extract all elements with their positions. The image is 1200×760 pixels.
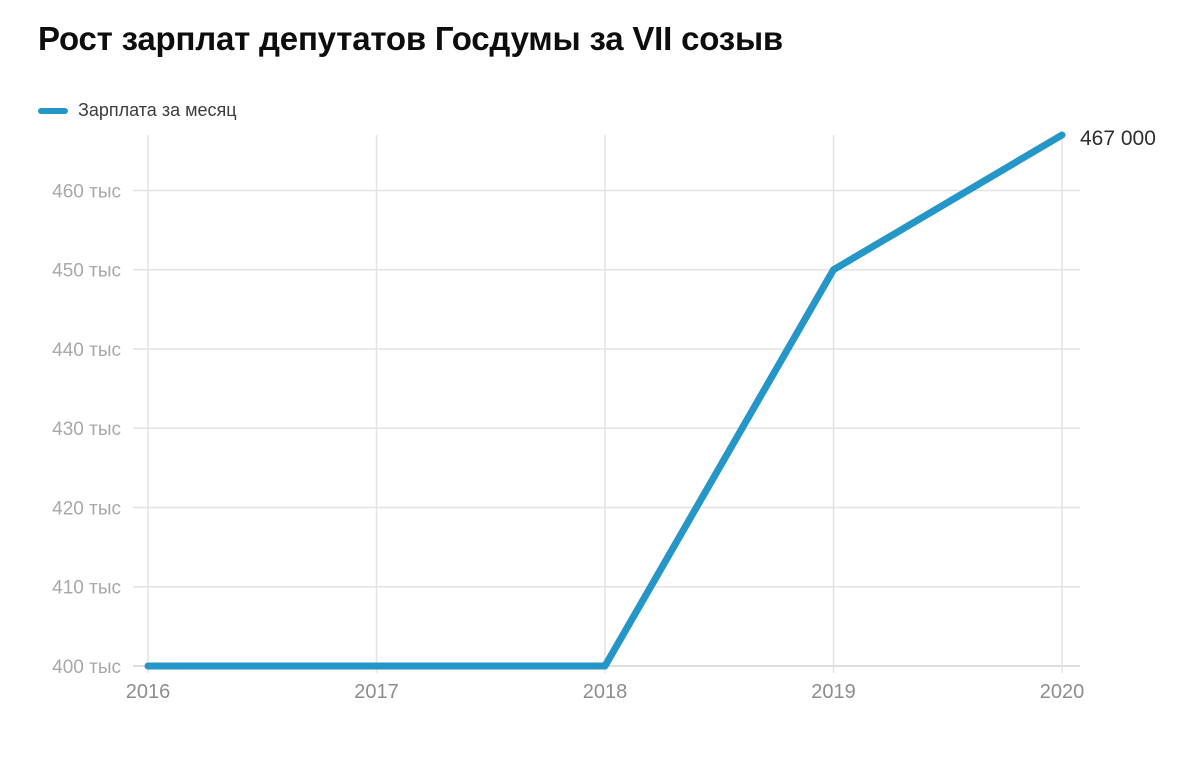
y-tick-label: 460 тыс [52,181,121,202]
y-tick-label: 420 тыс [52,498,121,519]
y-tick-label: 400 тыс [52,657,121,678]
legend-label: Зарплата за месяц [78,100,237,120]
end-value-label: 467 000 [1080,127,1156,150]
y-tick-label: 410 тыс [52,578,121,599]
y-tick-label: 440 тыс [52,340,121,361]
x-tick-label: 2020 [1040,681,1085,703]
y-tick-label: 450 тыс [52,261,121,282]
x-tick-label: 2016 [126,681,171,703]
legend: Зарплата за месяц [38,100,237,121]
x-tick-label: 2019 [811,681,856,703]
x-tick-label: 2017 [354,681,399,703]
salary-line [144,131,1066,670]
x-tick-label: 2018 [583,681,628,703]
legend-line-swatch [38,107,68,114]
y-tick-label: 430 тыс [52,419,121,440]
chart-title: Рост зарплат депутатов Госдумы за VII со… [38,20,784,57]
